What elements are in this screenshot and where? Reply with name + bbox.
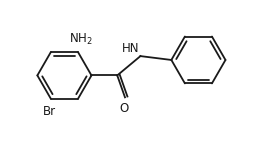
Text: O: O: [119, 102, 128, 115]
Text: Br: Br: [43, 105, 56, 117]
Text: HN: HN: [122, 42, 139, 55]
Text: NH$_2$: NH$_2$: [69, 32, 92, 47]
